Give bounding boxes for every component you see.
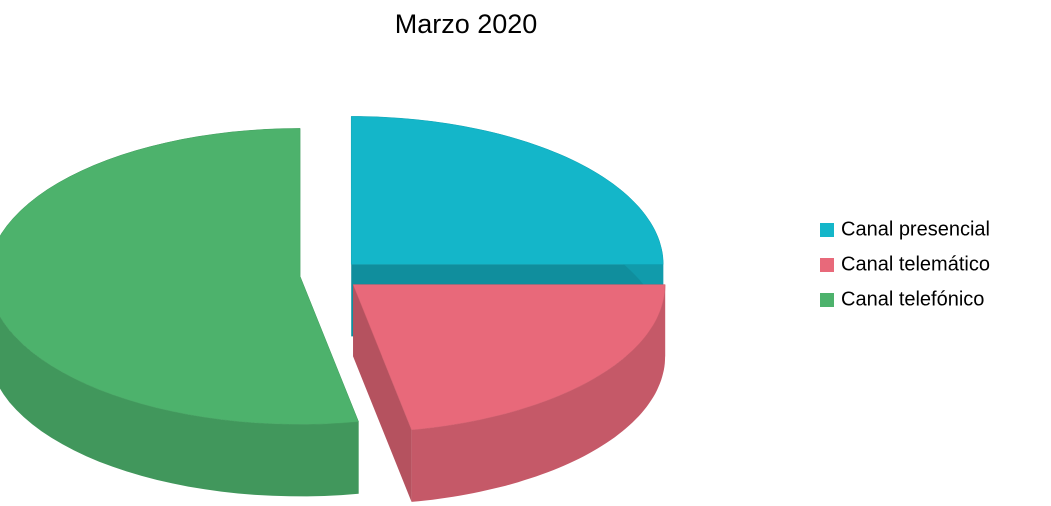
slice-side: [353, 284, 412, 502]
slice: [350, 116, 664, 265]
legend-swatch: [820, 293, 834, 307]
legend-label: Canal telemático: [841, 253, 990, 275]
slice: [0, 128, 359, 425]
slice-side: [411, 284, 666, 502]
slice: [352, 284, 666, 431]
legend-swatch: [820, 223, 834, 237]
legend-label: Canal telefónico: [841, 288, 984, 310]
legend-swatch: [820, 258, 834, 272]
chart-title: Marzo 2020: [395, 9, 538, 39]
legend-label: Canal presencial: [841, 218, 990, 240]
